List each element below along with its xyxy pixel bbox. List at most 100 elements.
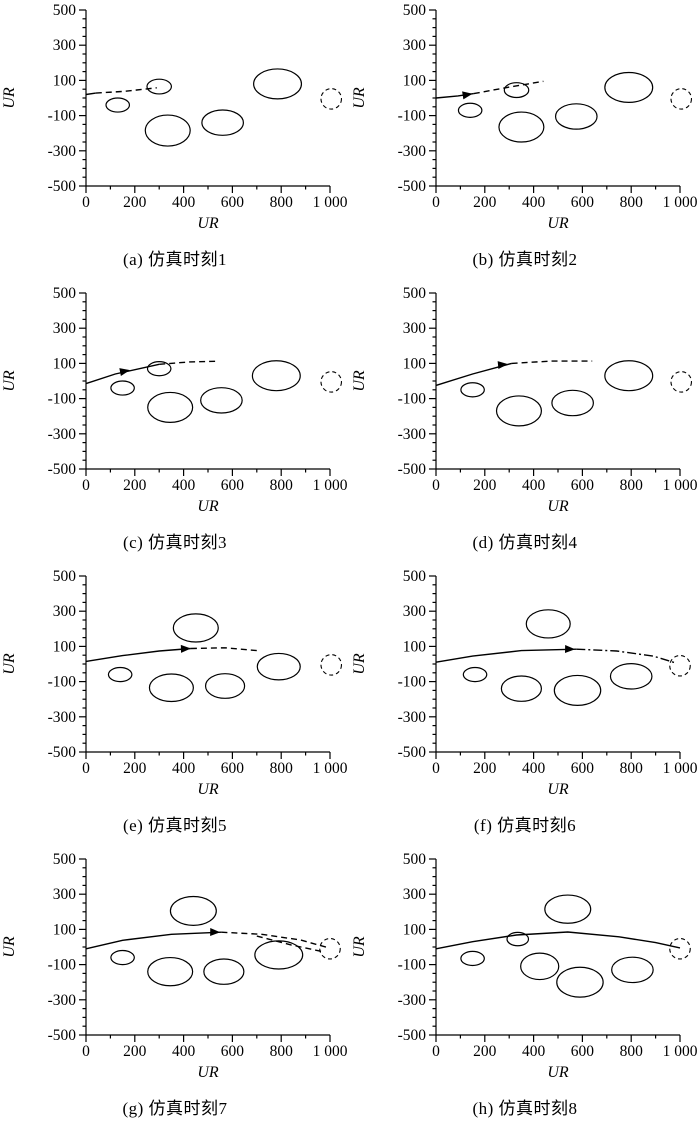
svg-text:200: 200	[473, 194, 497, 211]
svg-text:UR: UR	[351, 370, 368, 392]
svg-text:100: 100	[403, 638, 427, 655]
svg-text:400: 400	[522, 477, 546, 494]
svg-text:-100: -100	[398, 957, 427, 974]
subplot-d: 500 300 100 -100 -300 -500 0 200 400 600 800 1 000 U…	[350, 283, 700, 566]
svg-text:UR: UR	[197, 1064, 219, 1081]
svg-text:100: 100	[53, 72, 77, 89]
subplot-g-canvas: 500 300 100 -100 -300 -500 0 200 400 600 800 1 000 U…	[1, 851, 348, 1081]
subplot-a-caption: (a) 仿真时刻1	[122, 250, 228, 269]
svg-text:UR: UR	[547, 215, 569, 232]
subplot-b-canvas: 500 300 100 -100 -300 -500 0 200 400 600 800 1 000 U…	[351, 2, 698, 232]
svg-text:1 000: 1 000	[663, 1043, 698, 1060]
svg-text:-500: -500	[48, 178, 77, 195]
svg-text:UR: UR	[1, 653, 18, 675]
svg-text:200: 200	[123, 760, 147, 777]
svg-text:500: 500	[403, 2, 427, 19]
svg-text:100: 100	[53, 638, 77, 655]
svg-text:100: 100	[403, 355, 427, 372]
subplot-e-caption: (e) 仿真时刻5	[122, 816, 228, 835]
svg-text:-500: -500	[398, 461, 427, 478]
subplot-b-caption: (b) 仿真时刻2	[472, 250, 578, 269]
subplot-e-canvas: 500 300 100 -100 -300 -500 0 200 400 600 800 1 000 U…	[1, 568, 348, 798]
svg-text:0: 0	[82, 760, 90, 777]
svg-text:800: 800	[620, 1043, 644, 1060]
svg-text:800: 800	[620, 477, 644, 494]
svg-text:UR: UR	[1, 936, 18, 958]
svg-text:100: 100	[403, 921, 427, 938]
svg-text:800: 800	[620, 194, 644, 211]
subplot-h-caption: (h) 仿真时刻8	[472, 1099, 578, 1118]
svg-text:1 000: 1 000	[313, 194, 348, 211]
subplot-d-caption: (d) 仿真时刻4	[472, 533, 578, 552]
svg-text:-500: -500	[398, 744, 427, 761]
subplot-e: 500 300 100 -100 -300 -500 0 200 400 600 800 1 000 U…	[0, 566, 350, 849]
svg-text:0: 0	[432, 760, 440, 777]
svg-text:-300: -300	[48, 426, 77, 443]
svg-text:200: 200	[473, 760, 497, 777]
svg-text:300: 300	[403, 320, 427, 337]
svg-text:600: 600	[571, 194, 595, 211]
svg-text:200: 200	[473, 477, 497, 494]
svg-text:400: 400	[172, 477, 196, 494]
svg-text:-100: -100	[48, 674, 77, 691]
svg-text:300: 300	[53, 37, 77, 54]
svg-text:100: 100	[403, 72, 427, 89]
svg-text:500: 500	[53, 2, 77, 19]
svg-text:400: 400	[522, 1043, 546, 1060]
subplot-h-canvas: 500 300 100 -100 -300 -500 0 200 400 600 800 1 000 U…	[351, 851, 698, 1081]
svg-text:600: 600	[221, 194, 245, 211]
svg-text:1 000: 1 000	[663, 194, 698, 211]
svg-text:UR: UR	[1, 370, 18, 392]
svg-text:-500: -500	[48, 744, 77, 761]
svg-text:UR: UR	[351, 653, 368, 675]
svg-text:800: 800	[270, 1043, 294, 1060]
svg-text:600: 600	[571, 1043, 595, 1060]
svg-text:600: 600	[571, 477, 595, 494]
svg-text:-100: -100	[48, 391, 77, 408]
svg-text:-300: -300	[48, 143, 77, 160]
svg-text:300: 300	[53, 603, 77, 620]
svg-text:UR: UR	[351, 936, 368, 958]
svg-text:300: 300	[403, 603, 427, 620]
subplot-h: 500 300 100 -100 -300 -500 0 200 400 600 800 1 000 U…	[350, 849, 700, 1132]
svg-text:800: 800	[270, 477, 294, 494]
svg-text:600: 600	[221, 1043, 245, 1060]
svg-text:500: 500	[403, 568, 427, 585]
svg-text:-500: -500	[398, 1027, 427, 1044]
svg-text:200: 200	[123, 1043, 147, 1060]
svg-text:UR: UR	[197, 498, 219, 515]
subplot-f: 500 300 100 -100 -300 -500 0 200 400 600 800 1 000 U…	[350, 566, 700, 849]
svg-text:300: 300	[403, 886, 427, 903]
svg-text:0: 0	[432, 194, 440, 211]
svg-text:-100: -100	[398, 391, 427, 408]
svg-text:-300: -300	[398, 992, 427, 1009]
svg-text:800: 800	[270, 194, 294, 211]
subplot-a-canvas: 500 300 100 -100 -300 -500 0 200 400 600 800 1 000 U…	[1, 2, 348, 232]
svg-text:1 000: 1 000	[313, 760, 348, 777]
svg-text:100: 100	[53, 355, 77, 372]
svg-text:0: 0	[82, 477, 90, 494]
svg-text:300: 300	[53, 886, 77, 903]
svg-text:UR: UR	[351, 87, 368, 109]
svg-text:-500: -500	[48, 1027, 77, 1044]
subplot-d-canvas: 500 300 100 -100 -300 -500 0 200 400 600 800 1 000 U…	[351, 285, 698, 515]
svg-text:-300: -300	[48, 709, 77, 726]
subplot-g-caption: (g) 仿真时刻7	[122, 1099, 228, 1118]
svg-text:200: 200	[123, 194, 147, 211]
svg-text:-300: -300	[48, 992, 77, 1009]
svg-text:-100: -100	[48, 108, 77, 125]
svg-text:500: 500	[403, 285, 427, 302]
svg-text:400: 400	[522, 760, 546, 777]
svg-text:100: 100	[53, 921, 77, 938]
svg-text:600: 600	[571, 760, 595, 777]
subplot-c: 500 300 100 -100 -300 -500 0 200 400 600 800 1 000 U…	[0, 283, 350, 566]
svg-text:-500: -500	[48, 461, 77, 478]
svg-text:UR: UR	[547, 1064, 569, 1081]
svg-text:UR: UR	[197, 781, 219, 798]
svg-text:UR: UR	[1, 87, 18, 109]
svg-text:400: 400	[172, 760, 196, 777]
svg-text:1 000: 1 000	[313, 477, 348, 494]
svg-text:500: 500	[53, 568, 77, 585]
svg-text:-300: -300	[398, 143, 427, 160]
